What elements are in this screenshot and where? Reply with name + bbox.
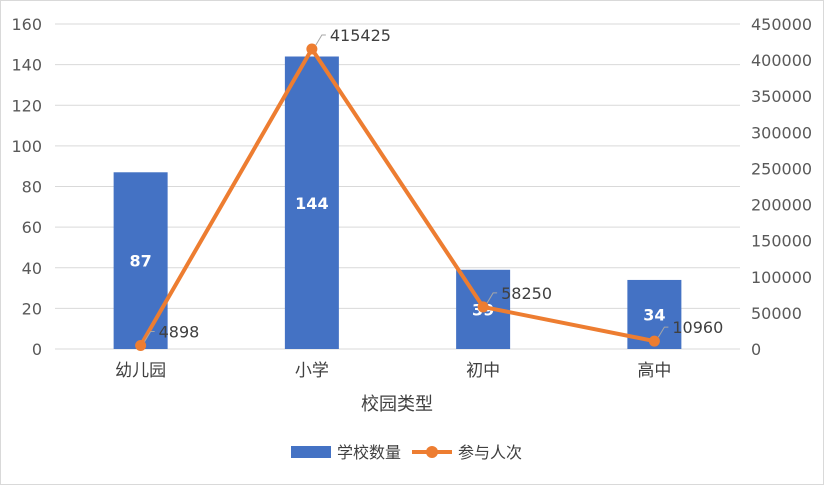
line-point (477, 301, 489, 313)
line-series: 4898 415425 58250 10960 (135, 26, 723, 351)
leader-line (657, 326, 669, 338)
line-value-label: 10960 (672, 318, 723, 337)
right-tick-label: 200000 (751, 196, 812, 215)
right-tick-label: 400000 (751, 51, 812, 70)
bar-value-label: 34 (643, 305, 665, 324)
category-label: 高中 (637, 361, 671, 381)
legend-swatch-bar (291, 446, 331, 458)
line-value-label: 4898 (159, 322, 200, 341)
left-tick-label: 120 (11, 96, 42, 115)
line-point (306, 43, 318, 55)
right-tick-label: 450000 (751, 15, 812, 34)
line-path (138, 46, 655, 347)
bar-value-label: 87 (129, 252, 151, 271)
right-tick-label: 150000 (751, 232, 812, 251)
right-tick-label: 250000 (751, 159, 812, 178)
right-tick-label: 350000 (751, 87, 812, 106)
gridlines (55, 23, 740, 350)
right-tick-label: 300000 (751, 123, 812, 142)
legend-label-bar: 学校数量 (337, 443, 401, 462)
right-tick-label: 100000 (751, 268, 812, 287)
legend-swatch-marker (426, 446, 438, 458)
left-tick-label: 0 (32, 340, 42, 359)
line-value-label: 415425 (330, 26, 391, 45)
bar (284, 56, 339, 349)
x-axis-title: 校园类型 (361, 394, 433, 415)
line-point (135, 339, 147, 351)
line-point (648, 335, 660, 347)
right-axis-ticks: 0 50000 100000 150000 200000 250000 300000 3500… (751, 15, 812, 359)
bar-series: 871443934 (113, 56, 682, 349)
category-label: 幼儿园 (115, 361, 166, 381)
bar-value-label: 144 (295, 194, 328, 213)
left-tick-label: 20 (22, 299, 42, 318)
category-label: 小学 (295, 361, 329, 381)
right-tick-label: 50000 (751, 304, 802, 323)
left-tick-label: 40 (22, 259, 42, 278)
line-value-label: 58250 (501, 284, 552, 303)
legend-label-line: 参与人次 (458, 443, 522, 462)
left-tick-label: 140 (11, 56, 42, 75)
leader-line (144, 330, 155, 342)
leader-line (315, 34, 326, 46)
category-labels: 幼儿园 小学 初中 高中 (115, 361, 671, 381)
leader-line (486, 292, 498, 304)
left-tick-label: 100 (11, 137, 42, 156)
legend: 学校数量 参与人次 (291, 443, 522, 462)
right-tick-label: 0 (751, 340, 761, 359)
left-tick-label: 60 (22, 218, 42, 237)
left-axis-ticks: 0 20 40 60 80 100 120 140 160 (11, 15, 42, 359)
bar (113, 172, 168, 349)
category-label: 初中 (466, 361, 500, 381)
left-tick-label: 160 (11, 15, 42, 34)
left-tick-label: 80 (22, 178, 42, 197)
